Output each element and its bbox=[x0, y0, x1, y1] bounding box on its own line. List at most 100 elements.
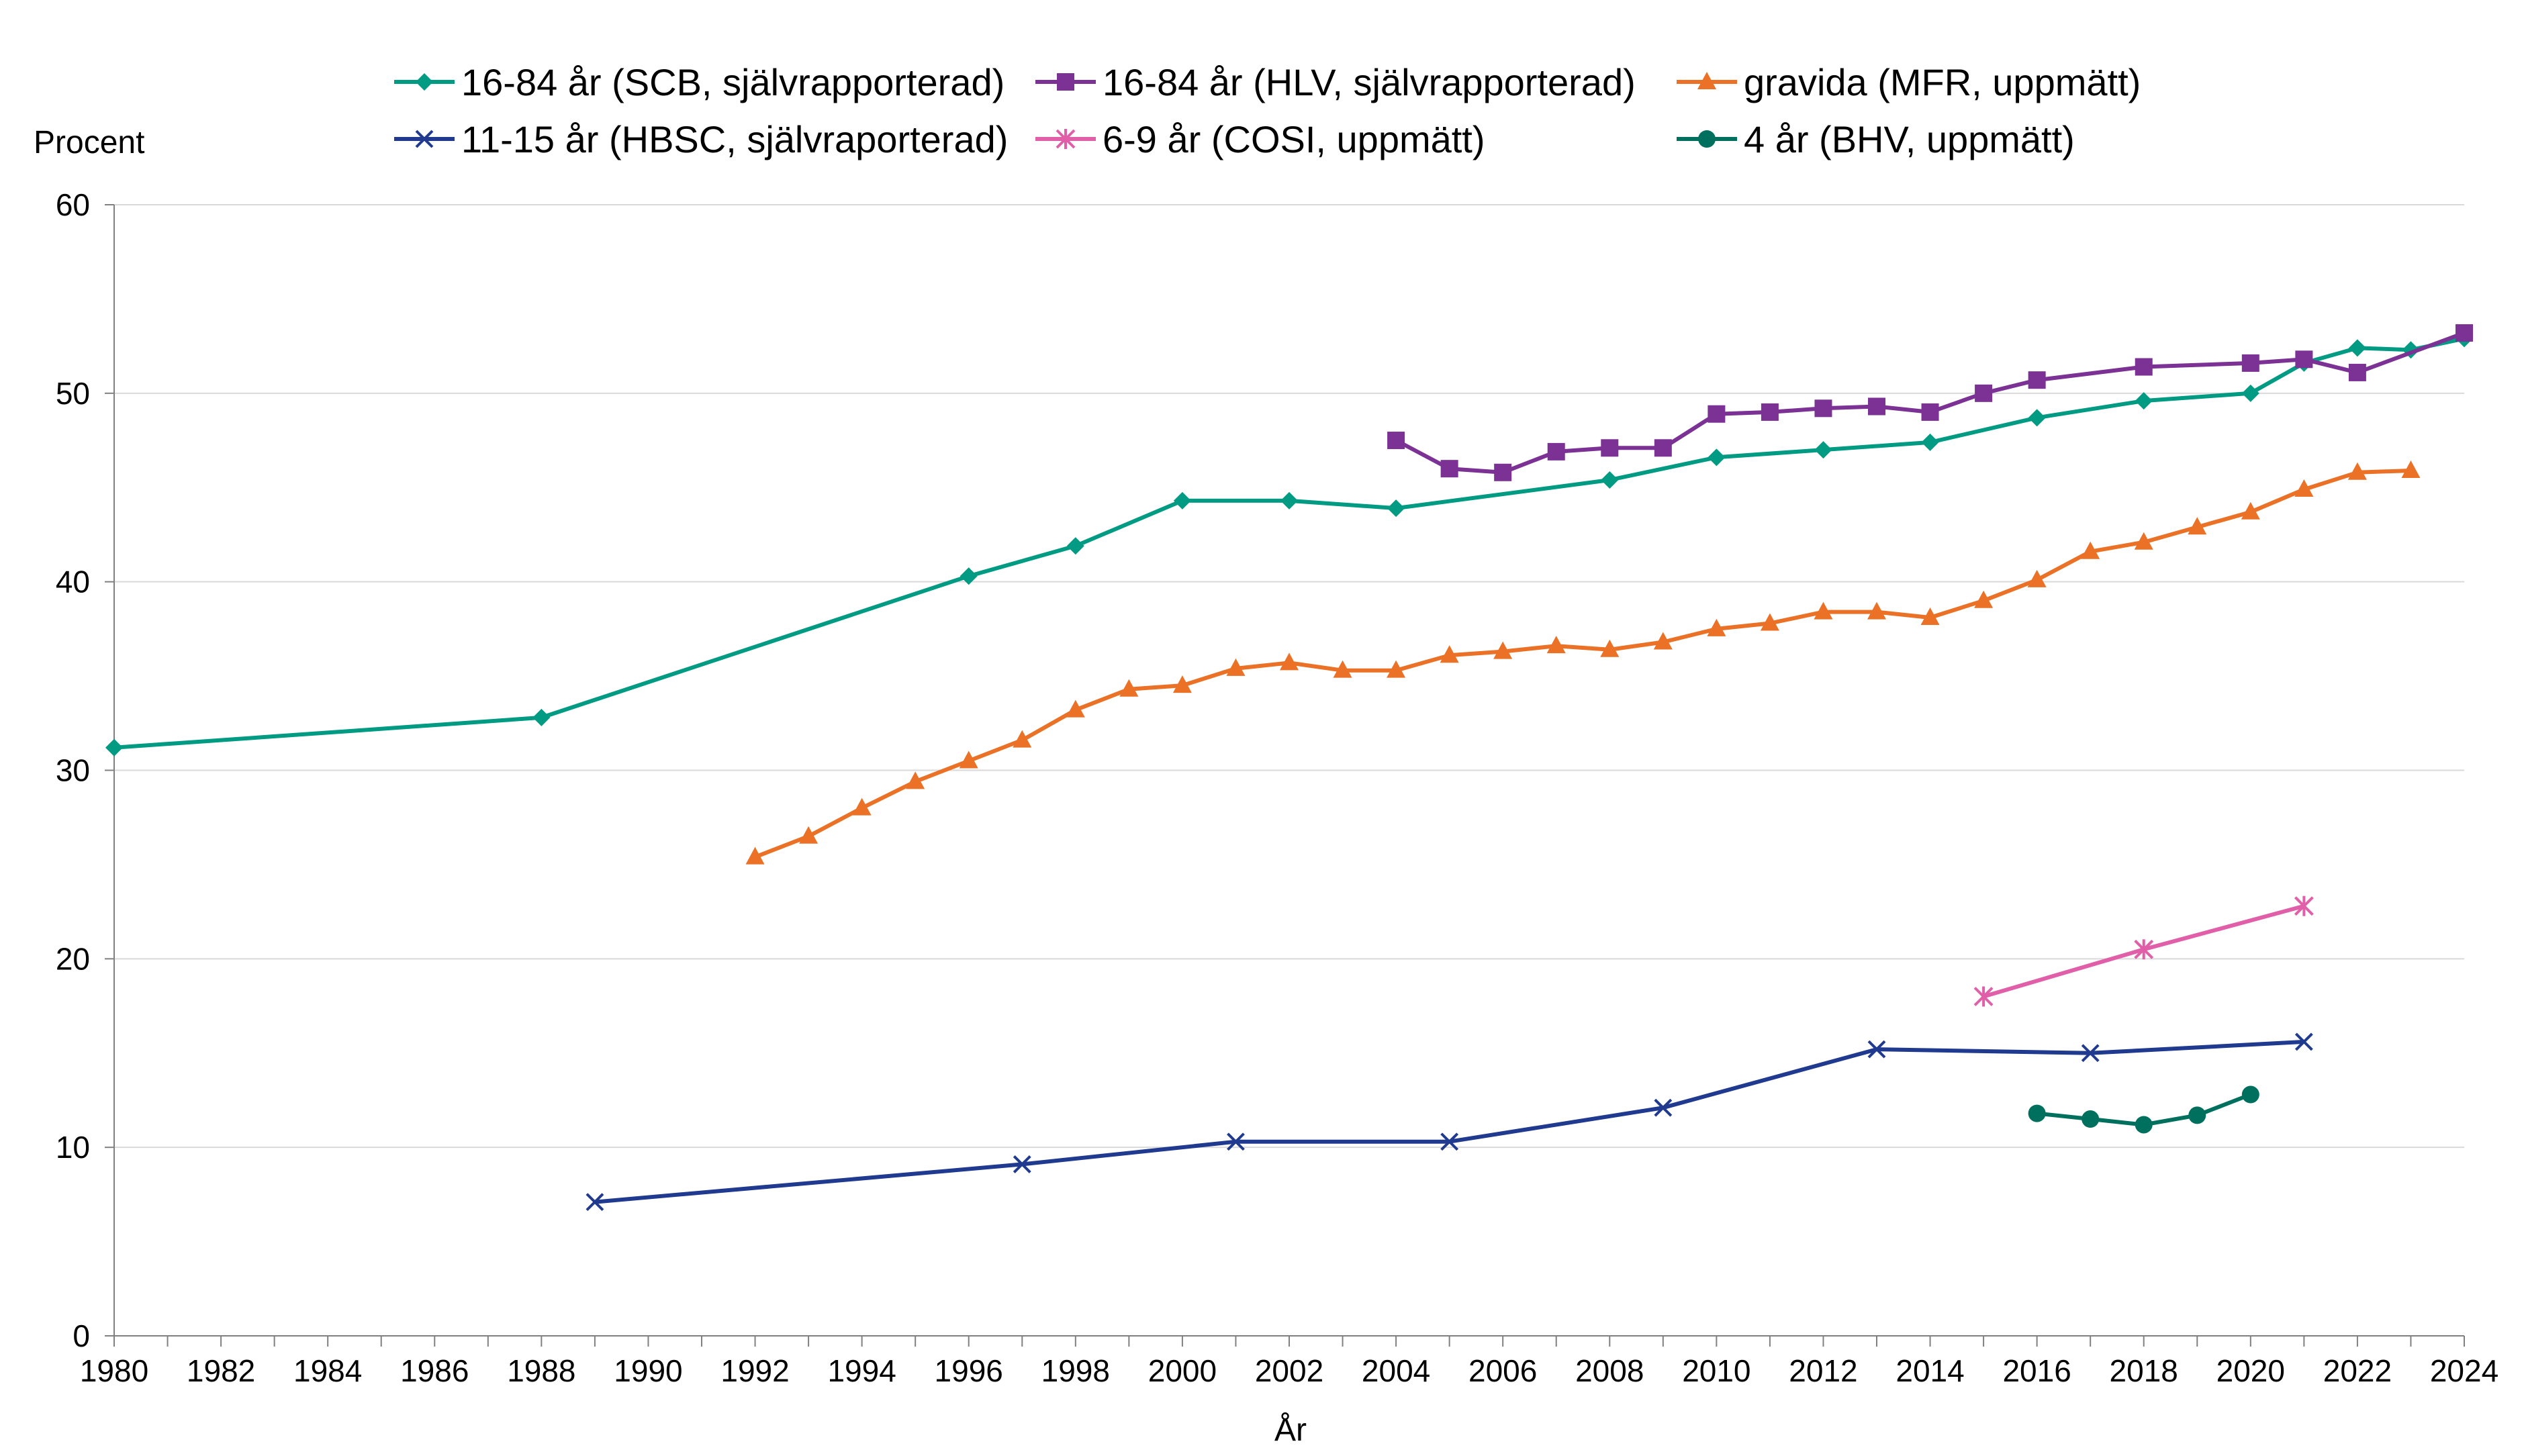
legend-item-4: 6-9 år (COSI, uppmätt) bbox=[1035, 118, 1485, 160]
data-point bbox=[2295, 350, 2313, 369]
data-point bbox=[1974, 590, 1994, 608]
data-point bbox=[852, 797, 872, 816]
x-tick-label: 2012 bbox=[1789, 1353, 1857, 1388]
data-point bbox=[1173, 491, 1191, 509]
x-tick-label: 2004 bbox=[1362, 1353, 1430, 1388]
data-point bbox=[1387, 660, 1406, 678]
y-tick-label: 0 bbox=[73, 1318, 90, 1353]
x-tick-label: 1990 bbox=[614, 1353, 682, 1388]
series-layer bbox=[105, 324, 2473, 1212]
x-tick-label: 1998 bbox=[1041, 1353, 1110, 1388]
data-point bbox=[2028, 409, 2046, 427]
legend-item-5: 4 år (BHV, uppmätt) bbox=[1677, 118, 2075, 160]
data-point bbox=[2294, 895, 2314, 916]
data-point bbox=[1920, 608, 1940, 626]
legend-item-0: 16-84 år (SCB, självrapporterad) bbox=[394, 61, 1004, 103]
legend-item-1: 16-84 år (HLV, självrapporterad) bbox=[1035, 61, 1636, 103]
legend-marker bbox=[416, 73, 433, 91]
series-line bbox=[594, 1039, 2304, 1204]
data-point bbox=[959, 750, 978, 769]
data-point bbox=[1654, 1098, 1673, 1117]
data-point bbox=[1708, 448, 1726, 467]
data-point bbox=[2027, 569, 2047, 587]
data-point bbox=[1066, 537, 1084, 555]
x-tick-label: 2022 bbox=[2323, 1353, 2392, 1388]
y-tick-label: 60 bbox=[56, 187, 90, 222]
series-2 bbox=[745, 460, 2421, 865]
data-point bbox=[1814, 601, 1833, 620]
x-tick-label: 1980 bbox=[80, 1353, 148, 1388]
data-point bbox=[2081, 541, 2100, 559]
legend-item-2: gravida (MFR, uppmätt) bbox=[1677, 61, 2141, 103]
series-line bbox=[754, 469, 2411, 859]
data-point bbox=[1653, 632, 1673, 650]
axes bbox=[105, 204, 2465, 1347]
legend-marker bbox=[1057, 73, 1074, 91]
x-tick-label: 1986 bbox=[400, 1353, 469, 1388]
y-tick-label: 20 bbox=[56, 941, 90, 976]
data-point bbox=[1707, 618, 1726, 636]
data-point bbox=[906, 771, 925, 789]
legend-marker bbox=[1056, 129, 1076, 149]
data-point bbox=[799, 826, 819, 844]
data-point bbox=[2188, 1106, 2206, 1124]
data-point bbox=[1868, 397, 1885, 416]
data-point bbox=[2347, 462, 2367, 480]
data-point bbox=[1440, 1132, 1459, 1151]
data-point bbox=[1280, 491, 1298, 509]
y-axis-label: Procent bbox=[34, 125, 144, 160]
data-point bbox=[1440, 645, 1459, 663]
data-point bbox=[2241, 384, 2259, 402]
data-point bbox=[2134, 939, 2154, 960]
data-point bbox=[1280, 652, 1299, 671]
legend-label: 4 år (BHV, uppmätt) bbox=[1744, 118, 2075, 160]
series-1 bbox=[1387, 324, 2473, 481]
y-tick-label: 10 bbox=[56, 1130, 90, 1165]
data-point bbox=[1387, 432, 1405, 450]
data-point bbox=[1654, 439, 1672, 457]
data-point bbox=[2348, 363, 2366, 381]
data-point bbox=[1867, 601, 1886, 620]
data-point bbox=[1921, 433, 1939, 451]
data-point bbox=[1601, 439, 1619, 457]
data-point bbox=[1172, 675, 1192, 693]
series-4 bbox=[1973, 895, 2314, 1007]
data-point bbox=[1494, 463, 1512, 481]
x-tick-label: 2020 bbox=[2216, 1353, 2285, 1388]
data-point bbox=[1921, 403, 1939, 421]
data-point bbox=[1761, 403, 1779, 421]
data-point bbox=[1333, 660, 1352, 678]
data-point bbox=[1493, 641, 1513, 659]
x-tick-label: 2016 bbox=[2002, 1353, 2071, 1388]
data-point bbox=[1975, 384, 1993, 402]
data-point bbox=[1601, 471, 1619, 489]
x-tick-label: 1988 bbox=[507, 1353, 575, 1388]
x-tick-label: 2010 bbox=[1682, 1353, 1750, 1388]
tick-labels: 0 10 20 30 40 50 60 1980 1982 1984 1986 1988 1990 199… bbox=[56, 187, 2498, 1388]
x-tick-label: 2006 bbox=[1468, 1353, 1537, 1388]
data-point bbox=[745, 846, 765, 865]
gridlines bbox=[114, 204, 2464, 1149]
data-point bbox=[2401, 460, 2421, 478]
data-point bbox=[1227, 1132, 1245, 1151]
data-point bbox=[2028, 371, 2046, 389]
data-point bbox=[1547, 442, 1565, 460]
data-point bbox=[2456, 324, 2473, 342]
x-tick-label: 2024 bbox=[2430, 1353, 2498, 1388]
x-tick-label: 1982 bbox=[187, 1353, 255, 1388]
legend-marker bbox=[1697, 72, 1716, 89]
legend-label: 16-84 år (SCB, självrapporterad) bbox=[461, 61, 1004, 103]
data-point bbox=[1546, 636, 1566, 654]
data-point bbox=[2241, 1085, 2259, 1104]
data-point bbox=[1867, 1040, 1886, 1059]
data-point bbox=[1013, 1155, 1031, 1173]
x-tick-label: 2018 bbox=[2110, 1353, 2178, 1388]
legend-label: 11-15 år (HBSC, självraporterad) bbox=[461, 118, 1008, 160]
data-point bbox=[2081, 1044, 2100, 1063]
y-tick-label: 50 bbox=[56, 376, 90, 411]
legend-marker bbox=[1698, 130, 1716, 148]
series-line bbox=[113, 336, 2465, 750]
data-point bbox=[2348, 339, 2366, 357]
data-point bbox=[2135, 358, 2153, 376]
